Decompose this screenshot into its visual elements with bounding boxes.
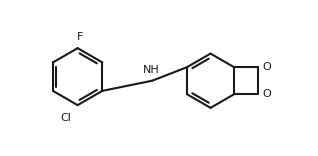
Text: O: O xyxy=(262,62,271,72)
Text: NH: NH xyxy=(143,65,160,75)
Text: F: F xyxy=(77,32,84,42)
Text: Cl: Cl xyxy=(60,113,71,123)
Text: O: O xyxy=(262,89,271,99)
